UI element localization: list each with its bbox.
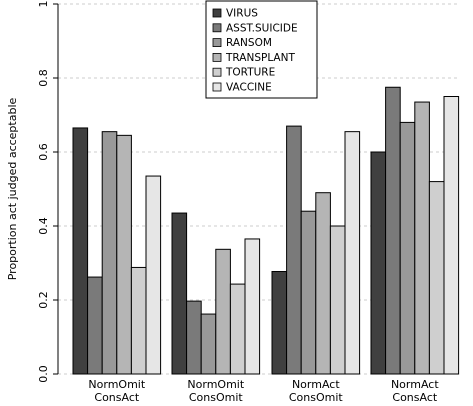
y-tick-label: 0.8 [37,69,50,87]
y-tick-label: 0.0 [37,365,50,383]
bar-vaccine [443,96,460,375]
y-ticks: 0.0 0.2 0.4 0.6 0.8 1 [37,1,58,383]
bar-asst-suicide [286,125,302,375]
x-category-label: ConsOmit [289,391,344,404]
legend: VIRUS ASST.SUICIDE RANSOM TRANSPLANT TORTURE… [205,0,318,99]
bar-virus [171,212,188,375]
y-axis-label: Proportion act judged acceptable [6,98,19,281]
bar-ransom [300,210,317,375]
bar-torture [229,283,246,375]
legend-box [205,0,318,99]
bar-ransom [101,131,118,375]
bar-ransom [200,313,217,375]
y-tick-label: 1 [37,1,50,8]
bars [72,86,460,375]
legend-swatch [212,53,222,62]
legend-label: TRANSPLANT [225,52,295,64]
x-category-label: ConsOmit [189,391,244,404]
x-category-label: NormAct [292,378,340,391]
bar-vaccine [344,131,361,375]
y-tick-label: 0.4 [37,217,50,235]
x-category-label: ConsAct [94,391,139,404]
bar-virus [72,127,89,375]
bar-transplant [315,192,331,375]
legend-swatch [212,23,222,33]
x-category-label: ConsAct [392,391,437,404]
legend-swatch [212,82,222,92]
bar-torture [329,225,346,375]
bar-asst-suicide [87,276,103,375]
bar-transplant [414,101,430,375]
legend-label: VACCINE [226,82,272,94]
bar-transplant [215,248,231,375]
x-category-label: NormOmit [187,378,244,391]
legend-swatch [212,38,222,47]
bar-torture [130,266,147,375]
legend-label: RANSOM [226,37,272,49]
bar-vaccine [244,238,261,375]
y-tick-label: 0.6 [37,143,50,161]
legend-swatch [212,8,222,18]
y-tick-label: 0.2 [37,291,50,309]
bar-virus [370,151,387,375]
legend-swatch [212,67,222,77]
x-category-labels: NormOmitConsActNormOmitConsOmitNormActCo… [88,378,439,404]
legend-label: TORTURE [225,67,275,79]
legend-label: ASST.SUICIDE [226,22,298,34]
bar-vaccine [145,175,162,375]
bar-virus [271,271,288,375]
bar-asst-suicide [186,300,202,375]
bar-transplant [116,134,132,375]
legend-label: VIRUS [226,8,258,20]
bar-ransom [399,121,416,375]
x-category-label: NormAct [391,378,439,391]
x-category-label: NormOmit [88,378,145,391]
bar-asst-suicide [385,86,401,375]
bar-torture [428,181,445,375]
